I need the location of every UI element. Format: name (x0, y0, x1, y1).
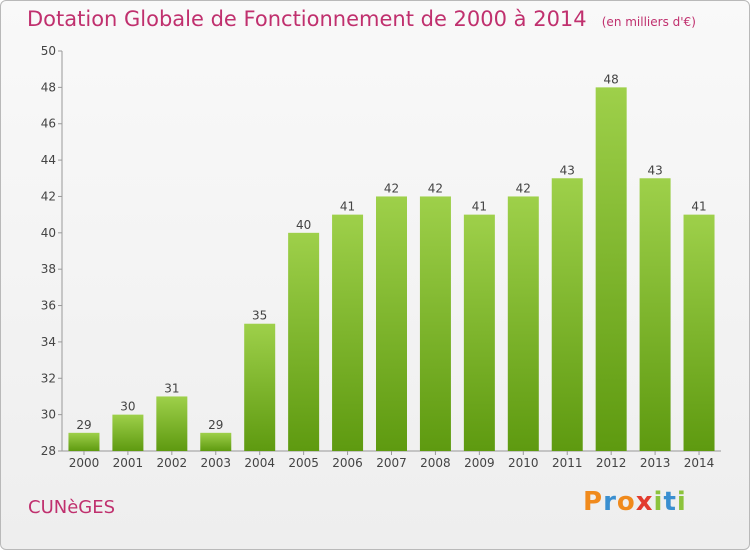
x-tick-label: 2001 (113, 456, 144, 470)
chart-unit: (en milliers d'€) (601, 15, 696, 29)
bar (200, 432, 232, 451)
x-tick-label: 2006 (332, 456, 363, 470)
bar-value-label: 29 (76, 418, 91, 432)
bar-value-label: 43 (560, 163, 575, 177)
bar-value-label: 41 (691, 200, 706, 214)
bar-value-label: 31 (164, 381, 179, 395)
y-tick-label: 30 (41, 408, 56, 422)
proxiti-logo: Proxiti (583, 487, 687, 517)
bar (156, 396, 188, 451)
x-tick-label: 2014 (684, 456, 715, 470)
bar-value-label: 42 (384, 181, 399, 195)
x-tick-label: 2000 (69, 456, 100, 470)
bar (595, 87, 627, 451)
bar-value-label: 29 (208, 418, 223, 432)
y-tick-label: 40 (41, 226, 56, 240)
x-tick-label: 2013 (640, 456, 671, 470)
x-tick-label: 2004 (244, 456, 275, 470)
y-tick-label: 34 (41, 335, 56, 349)
y-tick-label: 50 (41, 44, 56, 58)
chart-axes: 28 30 32 34 36 38 40 42 44 46 48 50 2000 2001 2002 2003… (41, 44, 721, 470)
bar (551, 178, 583, 452)
bar-value-label: 41 (340, 200, 355, 214)
x-tick-label: 2007 (376, 456, 407, 470)
bar-value-label: 41 (472, 200, 487, 214)
y-tick-label: 32 (41, 371, 56, 385)
bar-value-label: 43 (647, 163, 662, 177)
bar-value-label: 30 (120, 400, 135, 414)
y-tick-label: 28 (41, 444, 56, 458)
bar (332, 214, 364, 451)
x-tick-label: 2012 (596, 456, 627, 470)
bar-value-label: 40 (296, 218, 311, 232)
y-tick-label: 38 (41, 262, 56, 276)
bar (507, 196, 539, 451)
bar-value-label: 35 (252, 309, 267, 323)
bar (419, 196, 451, 451)
x-tick-label: 2003 (200, 456, 231, 470)
x-tick-label: 2011 (552, 456, 583, 470)
y-tick-label: 42 (41, 189, 56, 203)
chart-bars: 29 30 31 29 35 40 41 42 42 41 42 43 48 43 41 (68, 72, 715, 452)
bar (288, 232, 320, 451)
town-name: CUNèGES (28, 497, 116, 518)
x-tick-label: 2010 (508, 456, 539, 470)
bar (683, 214, 715, 451)
bar-value-label: 48 (604, 72, 619, 86)
x-tick-label: 2005 (288, 456, 319, 470)
bar (463, 214, 495, 451)
y-tick-label: 36 (41, 299, 56, 313)
bar (639, 178, 671, 452)
y-tick-label: 48 (41, 80, 56, 94)
bar (68, 432, 100, 451)
x-tick-label: 2002 (157, 456, 188, 470)
y-tick-label: 44 (41, 153, 56, 167)
x-tick-label: 2009 (464, 456, 495, 470)
bar (244, 323, 276, 451)
chart-title-text: Dotation Globale de Fonctionnement de 20… (27, 7, 587, 31)
bar-value-label: 42 (516, 181, 531, 195)
y-tick-label: 46 (41, 117, 56, 131)
bar (376, 196, 407, 451)
bar-value-label: 42 (428, 181, 443, 195)
x-tick-label: 2008 (420, 456, 451, 470)
bar (112, 414, 144, 451)
chart-title: Dotation Globale de Fonctionnement de 20… (27, 7, 696, 31)
